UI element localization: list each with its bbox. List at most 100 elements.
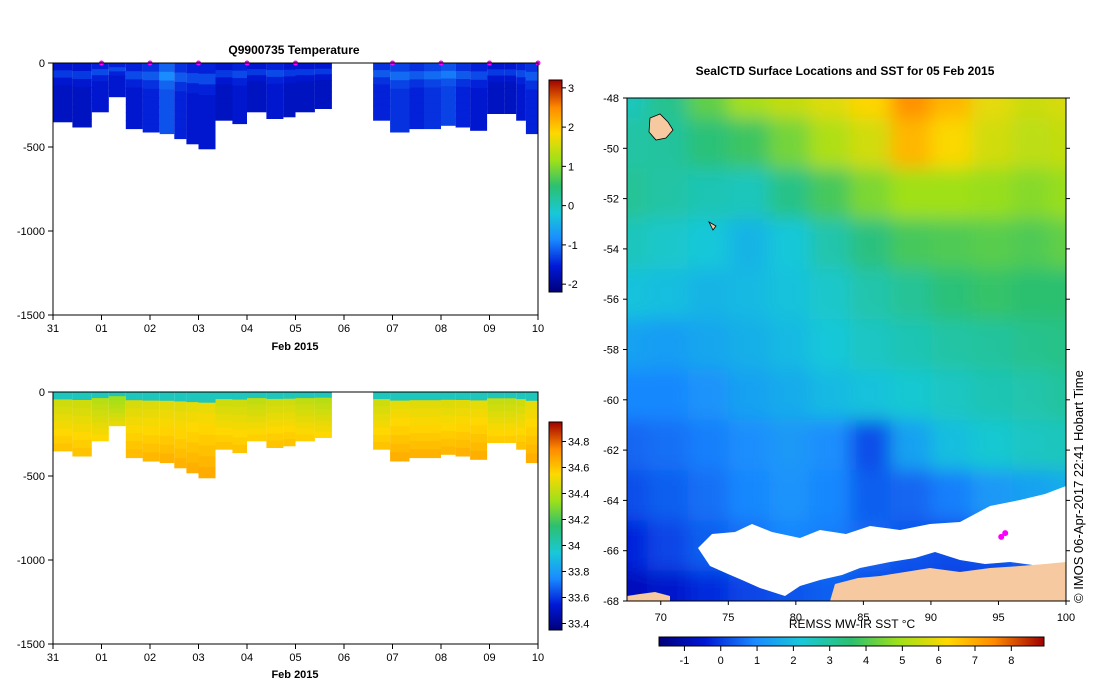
sst-cell [1049,319,1066,381]
profile-cell [266,419,284,428]
profile-cell [108,84,126,89]
island-heard [708,220,717,231]
profile-cell [266,111,284,119]
profile-cell [409,87,424,97]
profile-cell [72,102,92,112]
profile-cell [373,406,391,414]
profile-cell [159,392,175,402]
profile-cell [266,69,284,78]
x-tick-label: 90 [925,612,937,624]
profile-cell [174,458,187,469]
colorbar-tick-label: 33.4 [568,619,589,631]
profile-cell [525,418,538,428]
profile-cell [283,63,296,71]
x-tick-label: 31 [47,323,59,335]
profile-cell [373,113,391,121]
profile-cell [91,416,109,424]
profile-cell [159,71,175,82]
profile-cell [266,426,284,435]
profile-cell [295,75,315,82]
x-tick-label: 03 [192,652,204,664]
x-tick-label: 100 [1057,612,1075,624]
y-tick-label: -50 [603,143,619,155]
profile-cell [266,440,284,448]
profile-cell [91,81,109,88]
profile-cell [525,115,538,126]
profile-cell [441,109,456,118]
profile-cell [186,412,199,423]
profile-cell [108,392,126,397]
profile-cell [409,95,424,105]
sst-cell [627,319,649,381]
x-tick-label: 02 [144,323,156,335]
profile-cell [455,447,471,457]
profile-cell [108,79,126,85]
profile-cell [470,425,488,435]
profile-cell [314,85,332,92]
profile-cell [232,422,247,431]
profile-cell [525,63,538,73]
profile-cell [186,392,199,403]
profile-cell [487,63,505,70]
colorbar-tick-label: 2 [568,122,574,134]
profile-cell [516,113,526,121]
profile-cell [108,88,126,93]
profile-cell [295,105,315,113]
profile-cell [504,417,517,425]
profile-cell [72,439,92,449]
profile-cell [186,103,199,114]
profile-cell [174,410,187,421]
profile-cell [373,63,391,71]
colorbar-tick-label: 34 [568,541,580,553]
profile-cell [525,444,538,455]
colorbar-tick-label: 34.6 [568,463,589,475]
profile-cell [91,422,109,430]
y-tick-label: 0 [39,58,45,70]
y-tick-label: -58 [603,345,619,357]
y-tick-label: -1000 [17,226,45,238]
profile-cell [72,63,92,72]
profile-cell [91,63,109,70]
profile-cell [125,408,143,418]
sst-colorbar [658,636,1045,647]
profile-cell [516,105,526,114]
sst-cell [1049,369,1066,431]
x-tick-label: 07 [386,323,398,335]
profile-cell [125,103,143,113]
y-tick-label: -56 [603,294,619,306]
profile-cell [247,428,267,436]
profile-cell [266,76,284,85]
profile-cell [142,71,160,81]
profile-cell [247,87,267,95]
profile-cell [516,406,526,414]
sst-map-panel: SealCTD Surface Locations and SST for 05… [603,64,1075,667]
profile-cell [504,94,517,102]
profile-cell [373,442,391,450]
profile-cell [142,409,160,419]
profile-cell [455,110,471,120]
sst-cell [1049,269,1066,331]
profile-cell [142,392,160,402]
profile-cell [125,400,143,409]
profile-cell [283,405,296,413]
profile-cell [283,110,296,118]
profile-cell [470,88,488,98]
profile-cell [504,429,517,437]
profile-cell [390,392,410,402]
profile-cell [174,119,187,130]
y-tick-label: -1500 [17,310,45,322]
profile-cell [72,423,92,433]
profile-cell [142,123,160,133]
profile-cell [314,97,332,104]
profile-cell [72,110,92,120]
profile-cell [186,93,199,104]
profile-cell [409,79,424,89]
profile-cell [232,63,247,72]
y-tick-label: -1500 [17,639,45,651]
island-kerguelen [648,113,674,141]
profile-cell [266,405,284,414]
profile-cell [174,63,187,73]
profile-cell [424,63,441,72]
profile-cell [373,420,391,429]
profile-cell [525,107,538,117]
